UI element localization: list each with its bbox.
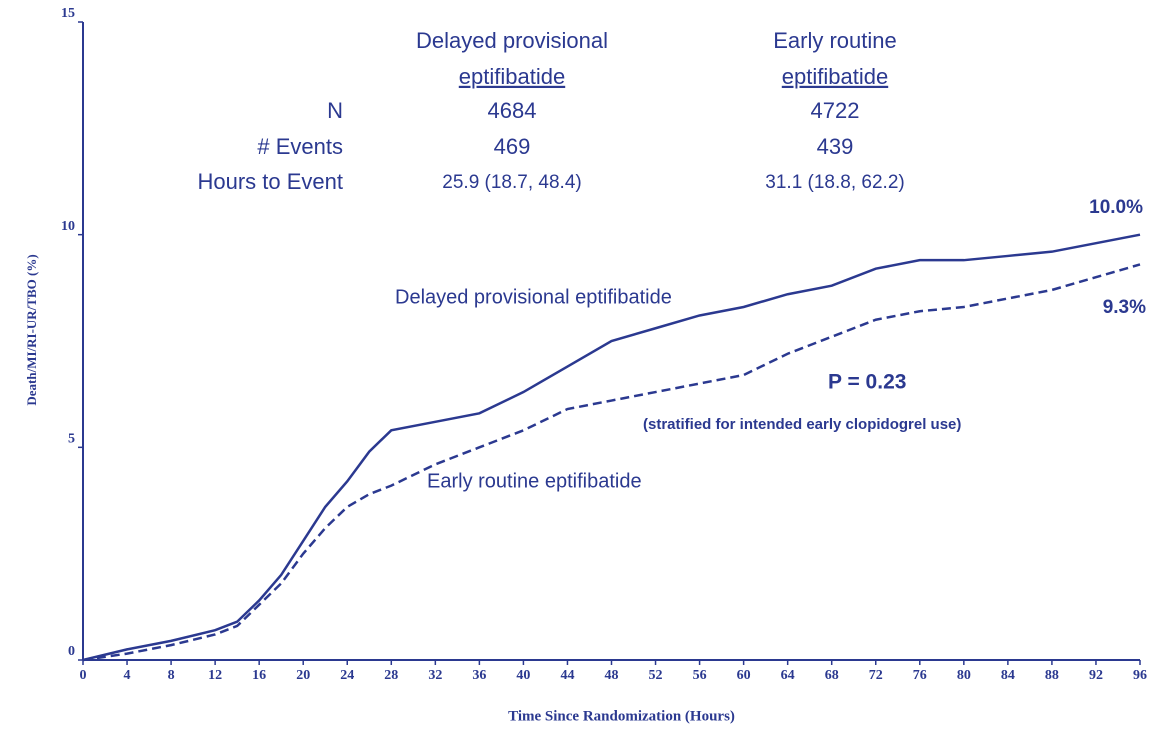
end-label: 9.3% — [1103, 297, 1146, 318]
x-tick-label: 44 — [560, 668, 574, 683]
x-tick-label: 60 — [737, 668, 751, 683]
column-header: eptifibatide — [459, 64, 565, 89]
x-tick-label: 24 — [340, 668, 354, 683]
column-header: Delayed provisional — [416, 28, 608, 53]
row-label: N — [327, 98, 343, 123]
x-tick-label: 92 — [1089, 668, 1103, 683]
x-tick-label: 20 — [296, 668, 310, 683]
x-tick-label: 56 — [693, 668, 707, 683]
x-axis-label: Time Since Randomization (Hours) — [508, 708, 735, 724]
row-label: # Events — [257, 134, 343, 159]
x-tick-label: 48 — [605, 668, 619, 683]
table-cell: 469 — [494, 134, 531, 159]
y-tick-label: 5 — [68, 432, 75, 447]
x-tick-label: 84 — [1001, 668, 1015, 683]
y-axis-label: Death/MI/RI-UR/TBO (%) — [24, 254, 39, 405]
y-tick-label: 0 — [68, 644, 75, 659]
x-tick-label: 8 — [168, 668, 175, 683]
series-line — [82, 233, 1141, 662]
x-tick-label: 88 — [1045, 668, 1059, 683]
table-cell: 25.9 (18.7, 48.4) — [442, 172, 581, 193]
x-tick-label: 4 — [124, 668, 131, 683]
table-cell: 439 — [817, 134, 854, 159]
row-label: Hours to Event — [197, 169, 343, 194]
x-tick-label: 96 — [1133, 668, 1147, 683]
table-cell: 4684 — [488, 98, 537, 123]
x-tick-label: 80 — [957, 668, 971, 683]
x-tick-label: 32 — [428, 668, 442, 683]
series-label: Delayed provisional eptifibatide — [395, 286, 672, 308]
x-tick-label: 64 — [781, 668, 795, 683]
end-label: 10.0% — [1089, 197, 1143, 218]
x-tick-label: 36 — [472, 668, 486, 683]
x-tick-label: 28 — [384, 668, 398, 683]
table-cell: 31.1 (18.8, 62.2) — [765, 172, 904, 193]
column-header: eptifibatide — [782, 64, 888, 89]
x-tick-label: 40 — [516, 668, 530, 683]
x-tick-label: 52 — [649, 668, 663, 683]
column-header: Early routine — [773, 28, 897, 53]
y-tick-label: 15 — [61, 6, 75, 21]
table-cell: 4722 — [811, 98, 860, 123]
x-tick-label: 12 — [208, 668, 222, 683]
x-tick-label: 68 — [825, 668, 839, 683]
series-label: Early routine eptifibatide — [427, 470, 642, 492]
x-tick-label: 72 — [869, 668, 883, 683]
y-tick-label: 10 — [61, 219, 75, 234]
note: (stratified for intended early clopidogr… — [643, 416, 961, 433]
series-line — [82, 263, 1141, 662]
p-value: P = 0.23 — [828, 371, 906, 394]
x-tick-label: 76 — [913, 668, 927, 683]
x-tick-label: 16 — [252, 668, 266, 683]
x-tick-label: 0 — [80, 668, 87, 683]
